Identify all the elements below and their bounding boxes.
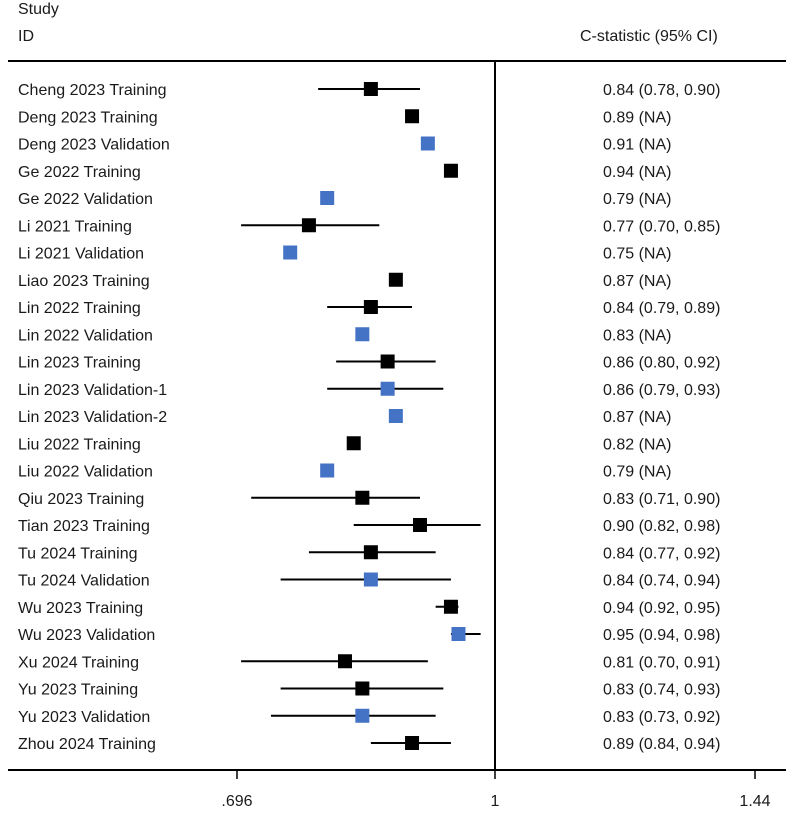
effect-value-label: 0.79 (NA) <box>603 191 671 208</box>
effect-value-label: 0.89 (NA) <box>603 109 671 126</box>
study-label: Liu 2022 Training <box>18 436 141 453</box>
validation-point <box>451 627 466 641</box>
x-tick-label: .696 <box>221 793 252 810</box>
effect-value-label: 0.83 (0.74, 0.93) <box>603 682 720 699</box>
x-tick-label: 1 <box>491 793 500 810</box>
effect-value-label: 0.86 (0.79, 0.93) <box>603 382 720 399</box>
study-label: Ge 2022 Validation <box>18 191 153 208</box>
study-label: Qiu 2023 Training <box>18 491 144 508</box>
training-point <box>355 681 370 696</box>
training-point <box>355 490 370 505</box>
effect-value-label: 0.87 (NA) <box>603 409 671 426</box>
study-label: Wu 2023 Validation <box>18 627 155 644</box>
effect-value-label: 0.87 (NA) <box>603 273 671 290</box>
training-point <box>363 300 378 314</box>
training-point <box>388 272 403 287</box>
effect-value-label: 0.95 (0.94, 0.98) <box>603 627 720 644</box>
study-label: Wu 2023 Training <box>18 600 143 617</box>
validation-point <box>283 245 298 260</box>
effect-header: C-statistic (95% CI) <box>580 28 718 45</box>
study-label: Tian 2023 Training <box>18 518 150 535</box>
training-point <box>443 599 458 614</box>
effect-value-label: 0.77 (0.70, 0.85) <box>603 218 720 235</box>
study-label: Tu 2024 Validation <box>18 573 150 590</box>
study-label: Lin 2022 Training <box>18 300 141 317</box>
validation-point <box>420 136 435 151</box>
study-label: Liao 2023 Training <box>18 273 150 290</box>
effect-value-label: 0.83 (0.73, 0.92) <box>603 709 720 726</box>
training-point <box>405 109 420 124</box>
validation-point <box>355 708 370 723</box>
study-label: Lin 2023 Training <box>18 355 141 372</box>
study-label: Ge 2022 Training <box>18 164 141 181</box>
training-point <box>337 654 352 669</box>
training-point <box>412 518 427 532</box>
study-label: Tu 2024 Training <box>18 545 137 562</box>
study-label: Deng 2023 Validation <box>18 137 170 154</box>
effect-value-label: 0.89 (0.84, 0.94) <box>603 736 720 753</box>
study-label: Deng 2023 Training <box>18 109 158 126</box>
training-point <box>405 736 420 750</box>
training-point <box>346 436 361 451</box>
study-label: Liu 2022 Validation <box>18 464 153 481</box>
training-point <box>363 545 378 560</box>
effect-value-label: 0.83 (NA) <box>603 327 671 344</box>
effect-value-label: 0.94 (NA) <box>603 164 671 181</box>
study-label: Lin 2023 Validation-2 <box>18 409 167 426</box>
validation-point <box>320 191 335 205</box>
effect-value-label: 0.84 (0.79, 0.89) <box>603 300 720 317</box>
effect-value-label: 0.84 (0.74, 0.94) <box>603 573 720 590</box>
validation-point <box>363 572 378 587</box>
study-label: Yu 2023 Validation <box>18 709 150 726</box>
effect-value-label: 0.75 (NA) <box>603 246 671 263</box>
effect-value-label: 0.82 (NA) <box>603 436 671 453</box>
validation-point <box>388 409 403 423</box>
effect-value-label: 0.84 (0.77, 0.92) <box>603 545 720 562</box>
effect-value-label: 0.81 (0.70, 0.91) <box>603 654 720 671</box>
validation-point <box>380 381 395 396</box>
study-label: Lin 2022 Validation <box>18 327 153 344</box>
effect-value-label: 0.94 (0.92, 0.95) <box>603 600 720 617</box>
training-point <box>380 354 395 369</box>
study-label: Xu 2024 Training <box>18 654 139 671</box>
validation-point <box>320 463 335 478</box>
study-label: Li 2021 Training <box>18 218 132 235</box>
study-label: Cheng 2023 Training <box>18 82 167 99</box>
study-header-line1: Study <box>18 1 59 18</box>
study-label: Zhou 2024 Training <box>18 736 156 753</box>
x-tick-label: 1.44 <box>739 793 770 810</box>
effect-value-label: 0.84 (0.78, 0.90) <box>603 82 720 99</box>
effect-value-label: 0.79 (NA) <box>603 464 671 481</box>
study-label: Li 2021 Validation <box>18 246 144 263</box>
training-point <box>443 163 458 178</box>
training-point <box>363 82 378 96</box>
study-label: Yu 2023 Training <box>18 682 138 699</box>
effect-value-label: 0.86 (0.80, 0.92) <box>603 355 720 372</box>
study-label: Lin 2023 Validation-1 <box>18 382 167 399</box>
effect-value-label: 0.90 (0.82, 0.98) <box>603 518 720 535</box>
validation-point <box>355 327 370 342</box>
effect-value-label: 0.91 (NA) <box>603 137 671 154</box>
effect-value-label: 0.83 (0.71, 0.90) <box>603 491 720 508</box>
training-point <box>301 218 316 233</box>
study-header-line2: ID <box>18 28 34 45</box>
